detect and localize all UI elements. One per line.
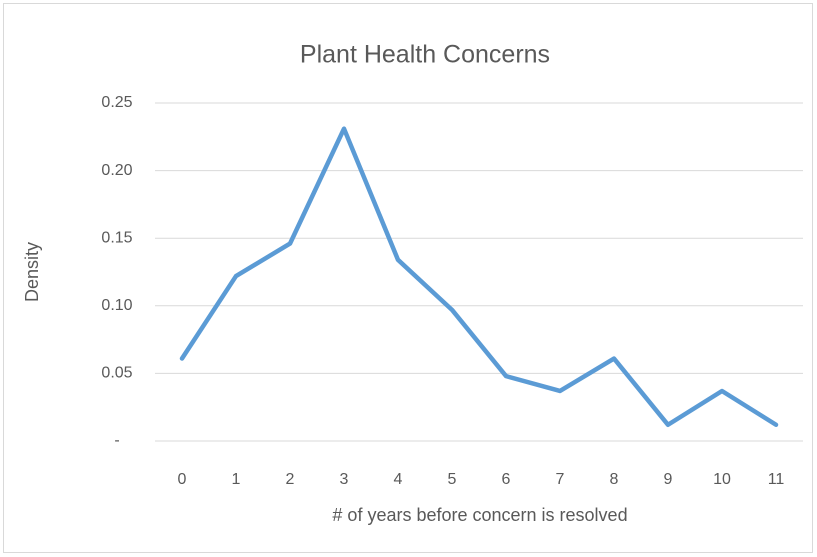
y-tick-label: 0.20 xyxy=(101,162,132,179)
y-tick-label: 0.05 xyxy=(101,365,132,382)
y-tick-label: 0.25 xyxy=(101,94,132,111)
x-tick-label: 1 xyxy=(232,471,241,488)
x-tick-label: 8 xyxy=(610,471,619,488)
x-tick-label: 6 xyxy=(502,471,511,488)
x-tick-label: 4 xyxy=(394,471,403,488)
x-tick-label: 0 xyxy=(178,471,187,488)
chart-title: Plant Health Concerns xyxy=(300,41,550,69)
x-tick-label: 10 xyxy=(713,471,731,488)
y-axis-title: Density xyxy=(22,242,42,302)
y-tick-label: 0.10 xyxy=(101,297,132,314)
x-tick-label: 11 xyxy=(768,471,785,488)
y-tick-label: - xyxy=(114,432,119,449)
x-tick-label: 5 xyxy=(448,471,457,488)
y-tick-label: 0.15 xyxy=(101,229,132,246)
x-tick-label: 2 xyxy=(286,471,295,488)
x-tick-label: 9 xyxy=(664,471,673,488)
chart-border xyxy=(3,3,813,553)
x-tick-label: 7 xyxy=(556,471,565,488)
x-axis-title: # of years before concern is resolved xyxy=(332,505,627,525)
x-tick-label: 3 xyxy=(340,471,349,488)
line-series xyxy=(179,126,779,428)
